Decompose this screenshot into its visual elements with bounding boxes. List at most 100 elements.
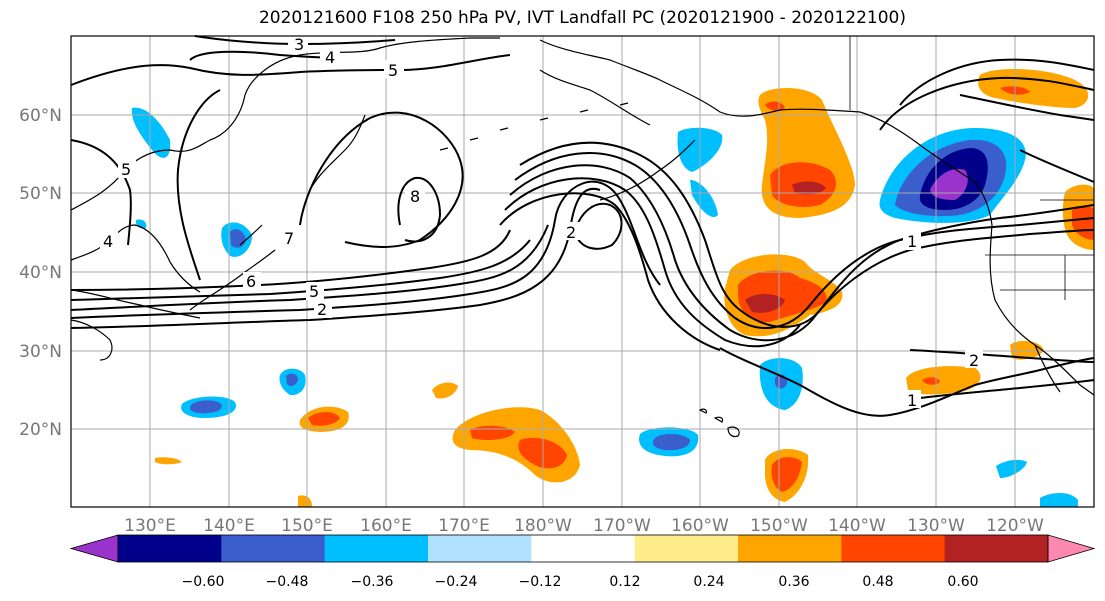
ivt-neg-region: [996, 459, 1027, 478]
pv-contour: [509, 164, 1095, 342]
contour-label: 4: [103, 232, 113, 251]
coastline: [1034, 344, 1061, 393]
ivt-neg-region: [190, 400, 222, 414]
coastline: [309, 114, 366, 191]
ivt-neg-region: [286, 373, 298, 387]
colorbar-outline: [117, 534, 1049, 563]
contour-label: 5: [388, 61, 398, 80]
lon-label: 130°E: [124, 516, 176, 536]
coastline: [239, 224, 263, 246]
ivt-neg-region: [1040, 493, 1078, 507]
colorbar-tick-label: 0.36: [778, 574, 809, 590]
colorbar-segment: [634, 535, 739, 562]
contour-labels: 3 4 5 8 2 7 6 5 2 1 2 1 4 5: [100, 35, 983, 410]
contour-label-bg: [903, 232, 921, 250]
contour-label-bg: [320, 48, 340, 66]
contour-label-bg: [243, 272, 261, 290]
ivt-pos-region: [765, 101, 785, 111]
contour-label-bg: [563, 222, 581, 240]
colorbar-segment: [841, 535, 946, 562]
ivt-pos-region: [432, 382, 458, 399]
pv-contour: [70, 224, 549, 311]
pv-contour: [899, 58, 1095, 106]
colorbar-segment: [738, 535, 842, 562]
contour-label: 2: [317, 300, 327, 319]
colorbar-tick-label: 0.12: [609, 574, 640, 590]
colorbar: [69, 534, 1096, 563]
pv-contour: [299, 111, 464, 248]
contour-label-bg: [280, 228, 298, 246]
map-frame: [70, 35, 1095, 508]
coastline: [989, 224, 1095, 396]
colorbar-segment: [944, 535, 1049, 562]
ivt-pos-region: [155, 457, 182, 465]
pv-contour: [70, 139, 132, 246]
colorbar-tick-label: −0.60: [182, 574, 225, 590]
contour-label-bg: [314, 300, 332, 318]
lon-label: 150°E: [281, 516, 333, 536]
colorbar-segment: [428, 535, 532, 562]
pv-contour: [499, 192, 721, 351]
colorbar-tick-label: −0.24: [435, 574, 478, 590]
contour-label-bg: [903, 390, 921, 408]
contour-label: 2: [566, 223, 576, 242]
contour-label: 5: [121, 160, 131, 179]
pv-contour: [504, 177, 801, 348]
pv-contour: [1019, 149, 1095, 183]
colorbar-segment: [118, 535, 222, 562]
colorbar-tick-label: −0.12: [519, 574, 562, 590]
ivt-pos-region: [298, 495, 312, 507]
coastline: [70, 319, 113, 361]
contour-label-bg: [288, 36, 308, 52]
pv-contour: [70, 54, 511, 86]
contour-label: 1: [907, 232, 917, 251]
contour-label: 6: [246, 272, 256, 291]
lon-label: 140°W: [828, 516, 886, 536]
pv-contour: [904, 379, 1095, 401]
lat-label: 20°N: [19, 420, 62, 440]
colorbar-tick-label: −0.36: [351, 574, 394, 590]
ivt-pos-region: [745, 294, 785, 313]
pv-contour: [879, 76, 1095, 131]
lon-label: 120°W: [986, 516, 1044, 536]
coastline: [539, 39, 861, 117]
pv-contour: [909, 349, 1095, 363]
colorbar-tick-label: 0.48: [862, 574, 893, 590]
contour-label: 3: [294, 35, 304, 54]
contour-label: 8: [410, 187, 420, 206]
contour-label: 5: [309, 282, 319, 301]
coastline: [539, 69, 651, 126]
lon-label: 150°W: [750, 516, 808, 536]
contour-label-bg: [405, 186, 425, 204]
lat-label: 60°N: [19, 106, 62, 126]
lon-label: 180°W: [514, 516, 572, 536]
contour-label: 1: [907, 391, 917, 410]
contour-label-bg: [306, 282, 324, 300]
lon-label: 160°E: [360, 516, 412, 536]
contour-label: 4: [325, 48, 335, 67]
colorbar-extend-high: [1047, 534, 1096, 563]
colorbar-tick-label: 0.24: [693, 574, 724, 590]
coastline: [859, 111, 993, 226]
coastline: [698, 408, 740, 438]
colorbar-segment: [531, 535, 636, 562]
lon-label: 170°W: [593, 516, 651, 536]
coastline: [439, 102, 629, 151]
longitude-labels: 130°E 140°E 150°E 160°E 170°E 180°W 170°…: [124, 516, 1044, 536]
colorbar-segment: [324, 535, 429, 562]
ivt-neg-region: [690, 180, 718, 218]
political-borders: [849, 36, 1094, 300]
colorbar-tick-label: 0.60: [947, 574, 978, 590]
ivt-shading: [131, 68, 1094, 507]
pv-contour: [719, 347, 1095, 417]
colorbar-tick-label: −0.48: [266, 574, 309, 590]
map-title: 2020121600 F108 250 hPa PV, IVT Landfall…: [258, 8, 906, 28]
contour-label: 7: [284, 229, 294, 248]
ivt-neg-region: [652, 434, 690, 451]
lon-label: 170°E: [438, 516, 490, 536]
lon-label: 160°W: [671, 516, 729, 536]
colorbar-labels: −0.60 −0.48 −0.36 −0.24 −0.12 0.12 0.24 …: [182, 574, 979, 590]
ivt-pos-region: [308, 412, 340, 426]
contour-label-bg: [118, 160, 136, 178]
